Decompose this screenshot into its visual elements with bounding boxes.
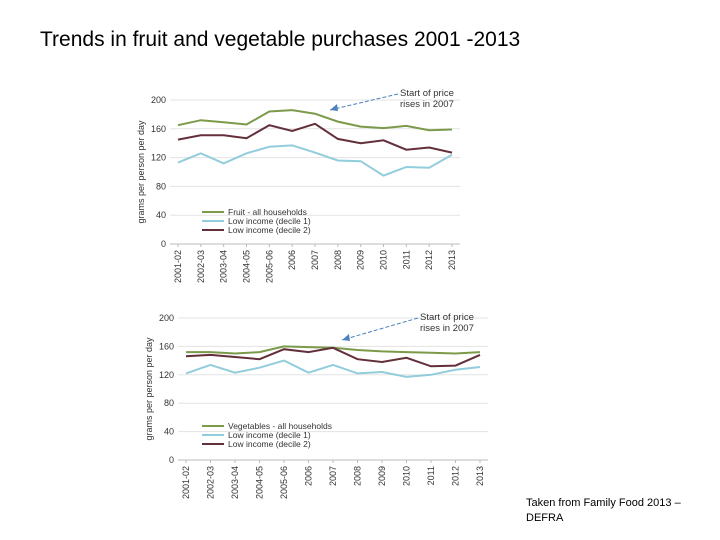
x-tick-label: 2012 — [451, 466, 461, 486]
x-tick-label: 2007 — [328, 466, 338, 486]
series-line-2 — [177, 144, 453, 177]
y-tick-label: 120 — [151, 153, 166, 163]
y-tick-label: 40 — [164, 427, 174, 437]
source-line-1: Taken from Family Food 2013 – — [526, 497, 681, 509]
legend-label: Vegetables - all households — [228, 421, 332, 431]
x-tick-label: 2004-05 — [242, 250, 252, 283]
x-tick-label: 2011 — [426, 466, 436, 485]
x-tick-label: 2008 — [353, 466, 363, 486]
annotation-line-2: rises in 2007 — [420, 323, 474, 334]
x-tick-label: 2009 — [356, 250, 366, 270]
x-tick-label: 2006 — [304, 466, 314, 486]
x-tick-label: 2006 — [287, 250, 297, 270]
y-tick-label: 80 — [164, 398, 174, 408]
x-tick-label: 2012 — [424, 250, 434, 270]
series-line-3 — [177, 122, 453, 154]
y-tick-label: 80 — [156, 181, 166, 191]
x-tick-label: 2013 — [475, 466, 485, 486]
x-tick-label: 2002-03 — [206, 466, 216, 499]
x-tick-label: 2005-06 — [264, 250, 274, 283]
y-tick-label: 160 — [159, 341, 174, 351]
x-tick-label: 2008 — [333, 250, 343, 270]
legend-label: Low income (decile 1) — [228, 216, 311, 226]
y-tick-label: 200 — [159, 313, 174, 323]
y-tick-label: 0 — [169, 455, 174, 465]
annotation-arrow — [329, 93, 399, 111]
y-axis-label: grams per person per day — [136, 120, 146, 224]
annotation-arrow — [341, 317, 419, 341]
y-tick-label: 40 — [156, 210, 166, 220]
x-tick-label: 2010 — [402, 466, 412, 486]
x-tick-label: 2009 — [377, 466, 387, 486]
series-line-1 — [177, 109, 453, 132]
x-tick-label: 2011 — [401, 250, 411, 269]
x-tick-label: 2003-04 — [219, 250, 229, 283]
x-tick-label: 2001-02 — [181, 466, 191, 499]
y-tick-label: 160 — [151, 124, 166, 134]
legend-label: Low income (decile 2) — [228, 439, 311, 449]
x-tick-label: 2004-05 — [255, 466, 265, 499]
annotation-line-2: rises in 2007 — [400, 99, 454, 110]
annotation-arrowhead — [342, 334, 350, 341]
x-tick-label: 2007 — [310, 250, 320, 270]
x-tick-label: 2013 — [447, 250, 457, 270]
source-note: Taken from Family Food 2013 – DEFRA — [526, 496, 716, 526]
annotation-arrowhead — [330, 104, 338, 111]
series-line-2 — [185, 359, 481, 378]
y-axis-label: grams per person per day — [144, 337, 154, 441]
legend-label: Low income (decile 2) — [228, 225, 311, 235]
annotation-line-1: Start of price — [420, 312, 474, 323]
slide-title: Trends in fruit and vegetable purchases … — [40, 28, 521, 51]
vegetable-chart: 0 40 80 120 160 200 grams per person per day 20… — [144, 312, 488, 499]
source-line-2: DEFRA — [526, 512, 564, 524]
legend-label: Fruit - all households — [228, 207, 307, 217]
fruit-chart: 0 40 80 120 160 200 grams per person per day 20… — [136, 88, 460, 283]
y-tick-label: 0 — [161, 239, 166, 249]
x-tick-label: 2001-02 — [173, 250, 183, 283]
x-tick-label: 2010 — [379, 250, 389, 270]
x-tick-label: 2003-04 — [230, 466, 240, 499]
x-tick-label: 2005-06 — [279, 466, 289, 499]
x-tick-label: 2002-03 — [196, 250, 206, 283]
y-tick-label: 120 — [159, 370, 174, 380]
series-line-3 — [185, 346, 481, 368]
annotation-line-1: Start of price — [400, 88, 454, 99]
y-tick-label: 200 — [151, 95, 166, 105]
legend-label: Low income (decile 1) — [228, 430, 311, 440]
